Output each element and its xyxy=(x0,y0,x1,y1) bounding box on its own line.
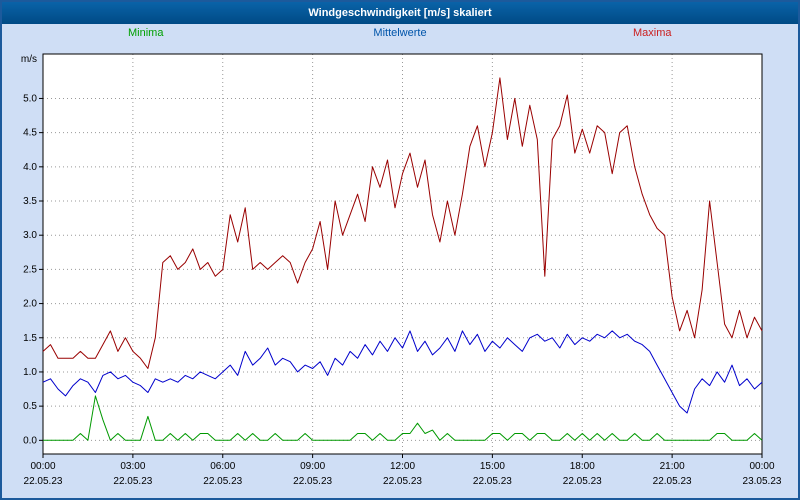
svg-text:09:00: 09:00 xyxy=(300,461,325,472)
svg-text:22.05.23: 22.05.23 xyxy=(473,476,512,487)
svg-text:0.0: 0.0 xyxy=(23,435,37,446)
svg-text:21:00: 21:00 xyxy=(660,461,685,472)
svg-text:1.0: 1.0 xyxy=(23,367,37,378)
svg-text:15:00: 15:00 xyxy=(480,461,505,472)
svg-text:4.0: 4.0 xyxy=(23,162,37,173)
svg-text:4.5: 4.5 xyxy=(23,128,37,139)
svg-text:3.0: 3.0 xyxy=(23,230,37,241)
svg-text:3.5: 3.5 xyxy=(23,196,37,207)
svg-text:00:00: 00:00 xyxy=(30,461,55,472)
svg-text:03:00: 03:00 xyxy=(120,461,145,472)
svg-text:22.05.23: 22.05.23 xyxy=(113,476,152,487)
legend-maxima-label: Maxima xyxy=(633,27,672,39)
svg-text:2.5: 2.5 xyxy=(23,264,37,275)
legend: Minima Mittelwerte Maxima xyxy=(2,26,798,43)
svg-text:22.05.23: 22.05.23 xyxy=(383,476,422,487)
svg-text:18:00: 18:00 xyxy=(570,461,595,472)
svg-text:22.05.23: 22.05.23 xyxy=(653,476,692,487)
legend-minima-label: Minima xyxy=(128,27,164,39)
svg-text:22.05.23: 22.05.23 xyxy=(203,476,242,487)
svg-text:12:00: 12:00 xyxy=(390,461,415,472)
svg-text:23.05.23: 23.05.23 xyxy=(743,476,782,487)
legend-mittelwerte-label: Mittelwerte xyxy=(373,27,427,39)
svg-text:06:00: 06:00 xyxy=(210,461,235,472)
chart-area: 0.0 0.5 1.0 1.5 2.0 2.5 3.0 3.5 4.0 4.5 5.0 00:00 22… xyxy=(10,42,790,498)
svg-text:2.0: 2.0 xyxy=(23,299,37,310)
title-bar: Windgeschwindigkeit [m/s] skaliert xyxy=(2,2,798,24)
svg-text:00:00: 00:00 xyxy=(749,461,774,472)
svg-text:m/s: m/s xyxy=(21,54,37,65)
window-title: Windgeschwindigkeit [m/s] skaliert xyxy=(308,7,492,19)
wind-speed-chart: 0.0 0.5 1.0 1.5 2.0 2.5 3.0 3.5 4.0 4.5 5.0 00:00 22… xyxy=(21,53,782,487)
svg-text:1.5: 1.5 xyxy=(23,333,37,344)
svg-text:22.05.23: 22.05.23 xyxy=(293,476,332,487)
svg-text:22.05.23: 22.05.23 xyxy=(24,476,63,487)
svg-text:5.0: 5.0 xyxy=(23,93,37,104)
svg-text:22.05.23: 22.05.23 xyxy=(563,476,602,487)
svg-text:0.5: 0.5 xyxy=(23,401,37,412)
